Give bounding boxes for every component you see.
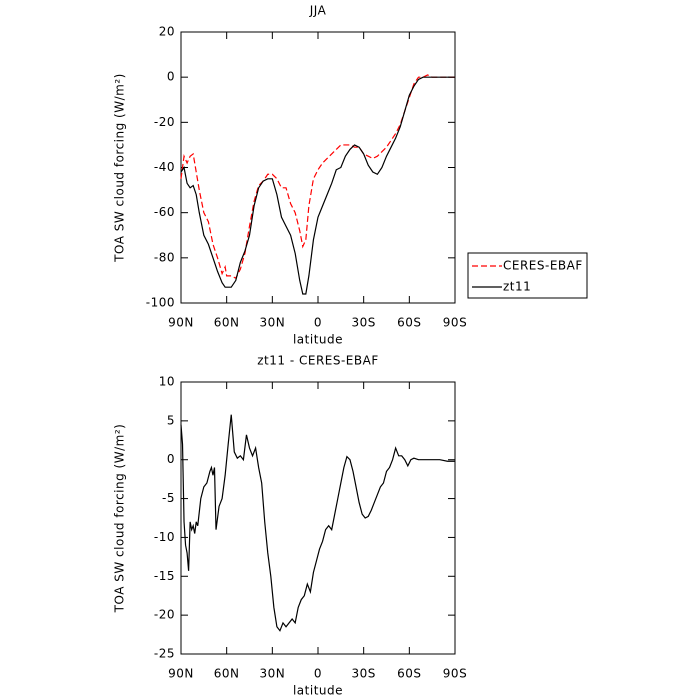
chart-title: JJA <box>309 4 327 18</box>
x-axis-label: latitude <box>293 333 343 347</box>
y-tick-label: -25 <box>154 647 175 661</box>
x-axis-label: latitude <box>293 684 343 698</box>
y-tick-label: -15 <box>154 569 175 583</box>
y-tick-label: -80 <box>154 250 175 264</box>
x-tick-label: 60N <box>214 667 240 681</box>
x-tick-label: 30S <box>351 316 375 330</box>
legend-label: zt11 <box>503 280 531 294</box>
y-tick-label: -10 <box>154 530 175 544</box>
legend-label: CERES-EBAF <box>503 259 583 273</box>
y-axis-label: TOA SW cloud forcing (W/m²) <box>113 73 127 263</box>
y-tick-label: -40 <box>154 160 175 174</box>
y-tick-label: 0 <box>167 70 175 84</box>
y-tick-label: -5 <box>162 491 175 505</box>
data-line <box>180 414 455 632</box>
x-tick-label: 0 <box>314 667 322 681</box>
y-tick-label: 5 <box>167 413 175 427</box>
x-tick-label: 90N <box>168 667 194 681</box>
plot-frame <box>180 381 456 655</box>
x-tick-label: 0 <box>314 316 322 330</box>
x-tick-label: 90S <box>443 667 467 681</box>
x-tick-label: 90S <box>443 316 467 330</box>
x-tick-label: 60S <box>397 667 421 681</box>
y-tick-label: 10 <box>159 375 175 389</box>
x-tick-label: 60N <box>214 316 240 330</box>
x-tick-label: 30N <box>259 316 285 330</box>
legend-box <box>467 252 588 299</box>
y-tick-label: 20 <box>159 25 175 39</box>
data-line <box>180 76 455 295</box>
y-tick-label: -20 <box>154 608 175 622</box>
y-tick-label: 0 <box>167 452 175 466</box>
y-tick-label: -20 <box>154 115 175 129</box>
x-tick-label: 90N <box>168 316 194 330</box>
chart-title: zt11 - CERES-EBAF <box>257 354 379 368</box>
x-tick-label: 60S <box>397 316 421 330</box>
x-tick-label: 30S <box>351 667 375 681</box>
data-line <box>180 74 455 279</box>
y-tick-label: -100 <box>146 296 175 310</box>
x-tick-label: 30N <box>259 667 285 681</box>
y-axis-label: TOA SW cloud forcing (W/m²) <box>113 424 127 614</box>
plot-frame <box>180 31 456 304</box>
y-tick-label: -60 <box>154 205 175 219</box>
